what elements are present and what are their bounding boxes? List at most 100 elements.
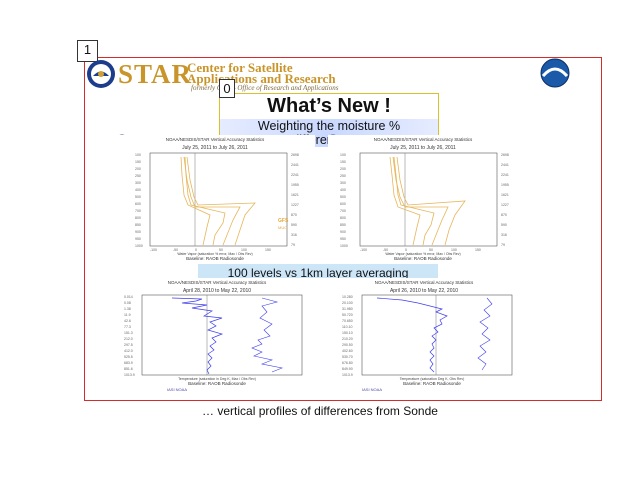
svg-text:850: 850 (135, 223, 141, 227)
chart-xlabel: Water Vapor (saturation % error, Max / O… (177, 252, 252, 256)
svg-text:100: 100 (135, 153, 141, 157)
annotation-label-1: 1 (83, 42, 92, 57)
svg-text:0.08: 0.08 (124, 301, 131, 305)
svg-text:10.280: 10.280 (342, 295, 353, 299)
svg-text:200: 200 (135, 167, 141, 171)
svg-text:870: 870 (291, 213, 297, 217)
svg-text:31.980: 31.980 (342, 307, 353, 311)
svg-text:0: 0 (195, 248, 197, 252)
svg-text:210.20: 210.20 (342, 337, 353, 341)
svg-text:2241: 2241 (291, 173, 299, 177)
chart-date-range: April 28, 2010 to May 22, 2010 (183, 288, 251, 294)
svg-text:-50: -50 (173, 248, 178, 252)
svg-text:100: 100 (241, 248, 247, 252)
chart-xlabel: Temperature (saturation in Deg K, Max / … (178, 377, 256, 381)
svg-text:870: 870 (501, 213, 507, 217)
legend-muo: MUO (278, 225, 287, 230)
chart-top-left: NOAA/NESDIS/STAR Vertical Accuracy Stati… (115, 135, 315, 263)
chart-top-right: NOAA/NESDIS/STAR Vertical Accuracy Stati… (328, 135, 518, 263)
svg-text:11.9: 11.9 (124, 313, 131, 317)
chart-bottom-right: NOAA/NESDIS/STAR Vertical Accuracy Stati… (322, 278, 527, 393)
svg-text:20.100: 20.100 (342, 301, 353, 305)
svg-text:2698: 2698 (501, 153, 509, 157)
svg-text:400: 400 (135, 188, 141, 192)
svg-text:42.6: 42.6 (124, 319, 131, 323)
svg-text:1955: 1955 (501, 183, 509, 187)
svg-text:297.5: 297.5 (124, 343, 133, 347)
svg-text:150: 150 (340, 160, 346, 164)
svg-text:-100: -100 (150, 248, 157, 252)
svg-text:1227: 1227 (501, 203, 509, 207)
star-logo-text: STAR (118, 59, 193, 89)
svg-text:700: 700 (340, 209, 346, 213)
svg-text:1013.9: 1013.9 (124, 373, 135, 377)
svg-text:151.3: 151.3 (124, 331, 133, 335)
noaa-logo-icon (540, 58, 570, 88)
svg-text:316: 316 (291, 233, 297, 237)
svg-text:79: 79 (501, 243, 505, 247)
svg-text:77.3: 77.3 (124, 325, 131, 329)
svg-text:590: 590 (501, 223, 507, 227)
svg-text:500: 500 (340, 195, 346, 199)
svg-text:150: 150 (475, 248, 481, 252)
chart-baseline: Baseline: RAOB Radiosonde (394, 256, 452, 261)
annotation-label-0: 0 (223, 81, 231, 96)
chart-date-range: July 25, 2011 to July 26, 2011 (390, 145, 456, 151)
svg-text:1000: 1000 (340, 244, 348, 248)
svg-text:316: 316 (501, 233, 507, 237)
annotation-box-1: 1 (77, 40, 98, 62)
svg-text:525.5: 525.5 (124, 355, 133, 359)
svg-text:800: 800 (340, 216, 346, 220)
svg-text:1.38: 1.38 (124, 307, 131, 311)
svg-text:-100: -100 (360, 248, 367, 252)
svg-text:950: 950 (340, 237, 346, 241)
svg-text:530.70: 530.70 (342, 355, 353, 359)
svg-text:100: 100 (451, 248, 457, 252)
svg-text:-50: -50 (383, 248, 388, 252)
svg-text:290.50: 290.50 (342, 343, 353, 347)
formerly-tagline: formerly ORA – Office of Research and Ap… (191, 84, 339, 92)
chart-heading: NOAA/NESDIS/STAR Vertical Accuracy Stati… (166, 137, 265, 142)
header-line-1: Center for Satellite (187, 60, 293, 75)
svg-text:590: 590 (291, 223, 297, 227)
svg-text:1621: 1621 (291, 193, 299, 197)
svg-text:79: 79 (291, 243, 295, 247)
svg-text:683.9: 683.9 (124, 361, 133, 365)
svg-text:412.0: 412.0 (124, 349, 133, 353)
svg-text:0.014: 0.014 (124, 295, 133, 299)
svg-text:250: 250 (340, 174, 346, 178)
svg-text:50: 50 (429, 248, 433, 252)
chart-heading: NOAA/NESDIS/STAR Vertical Accuracy Stati… (374, 137, 473, 142)
svg-text:700: 700 (135, 209, 141, 213)
noaa-seal-icon (87, 60, 115, 88)
svg-text:600: 600 (340, 202, 346, 206)
chart-heading: NOAA/NESDIS/STAR Vertical Accuracy Stati… (375, 280, 474, 285)
chart-date-range: April 26, 2010 to May 22, 2010 (390, 288, 458, 294)
chart-date-range: July 25, 2011 to July 26, 2011 (182, 145, 248, 151)
svg-text:50.720: 50.720 (342, 313, 353, 317)
svg-text:0: 0 (405, 248, 407, 252)
svg-text:851.6: 851.6 (124, 367, 133, 371)
svg-text:1000: 1000 (135, 244, 143, 248)
chart-baseline: Baseline: RAOB Radiosonde (186, 256, 244, 261)
svg-text:100: 100 (340, 153, 346, 157)
svg-text:2441: 2441 (291, 163, 299, 167)
svg-text:1955: 1955 (291, 183, 299, 187)
svg-text:600: 600 (135, 202, 141, 206)
svg-text:850: 850 (340, 223, 346, 227)
legend-gfs: GFS (278, 218, 289, 224)
svg-text:1013.9: 1013.9 (342, 373, 353, 377)
svg-text:1621: 1621 (501, 193, 509, 197)
svg-text:150: 150 (265, 248, 271, 252)
chart-bottom-left: NOAA/NESDIS/STAR Vertical Accuracy Stati… (112, 278, 322, 393)
svg-text:212.0: 212.0 (124, 337, 133, 341)
mid-caption: 100 levels vs 1km layer averaging (198, 264, 438, 282)
svg-text:150.10: 150.10 (342, 331, 353, 335)
chart-heading: NOAA/NESDIS/STAR Vertical Accuracy Stati… (168, 280, 267, 285)
svg-text:250: 250 (135, 174, 141, 178)
svg-text:500: 500 (135, 195, 141, 199)
svg-text:1227: 1227 (291, 203, 299, 207)
svg-text:900: 900 (135, 230, 141, 234)
slide-title: What’s New ! (267, 95, 391, 117)
chart-baseline: Baseline: RAOB Radiosonde (188, 381, 246, 386)
